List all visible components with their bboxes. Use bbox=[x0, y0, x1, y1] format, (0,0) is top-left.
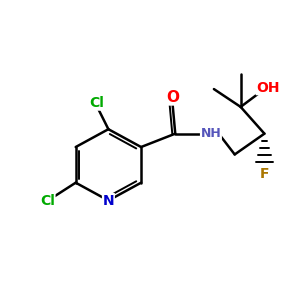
Text: O: O bbox=[166, 90, 179, 105]
Text: N: N bbox=[103, 194, 114, 208]
Text: F: F bbox=[260, 167, 269, 181]
Text: OH: OH bbox=[256, 81, 280, 94]
Text: Cl: Cl bbox=[40, 194, 55, 208]
Text: NH: NH bbox=[201, 127, 221, 140]
Text: Cl: Cl bbox=[89, 96, 104, 110]
